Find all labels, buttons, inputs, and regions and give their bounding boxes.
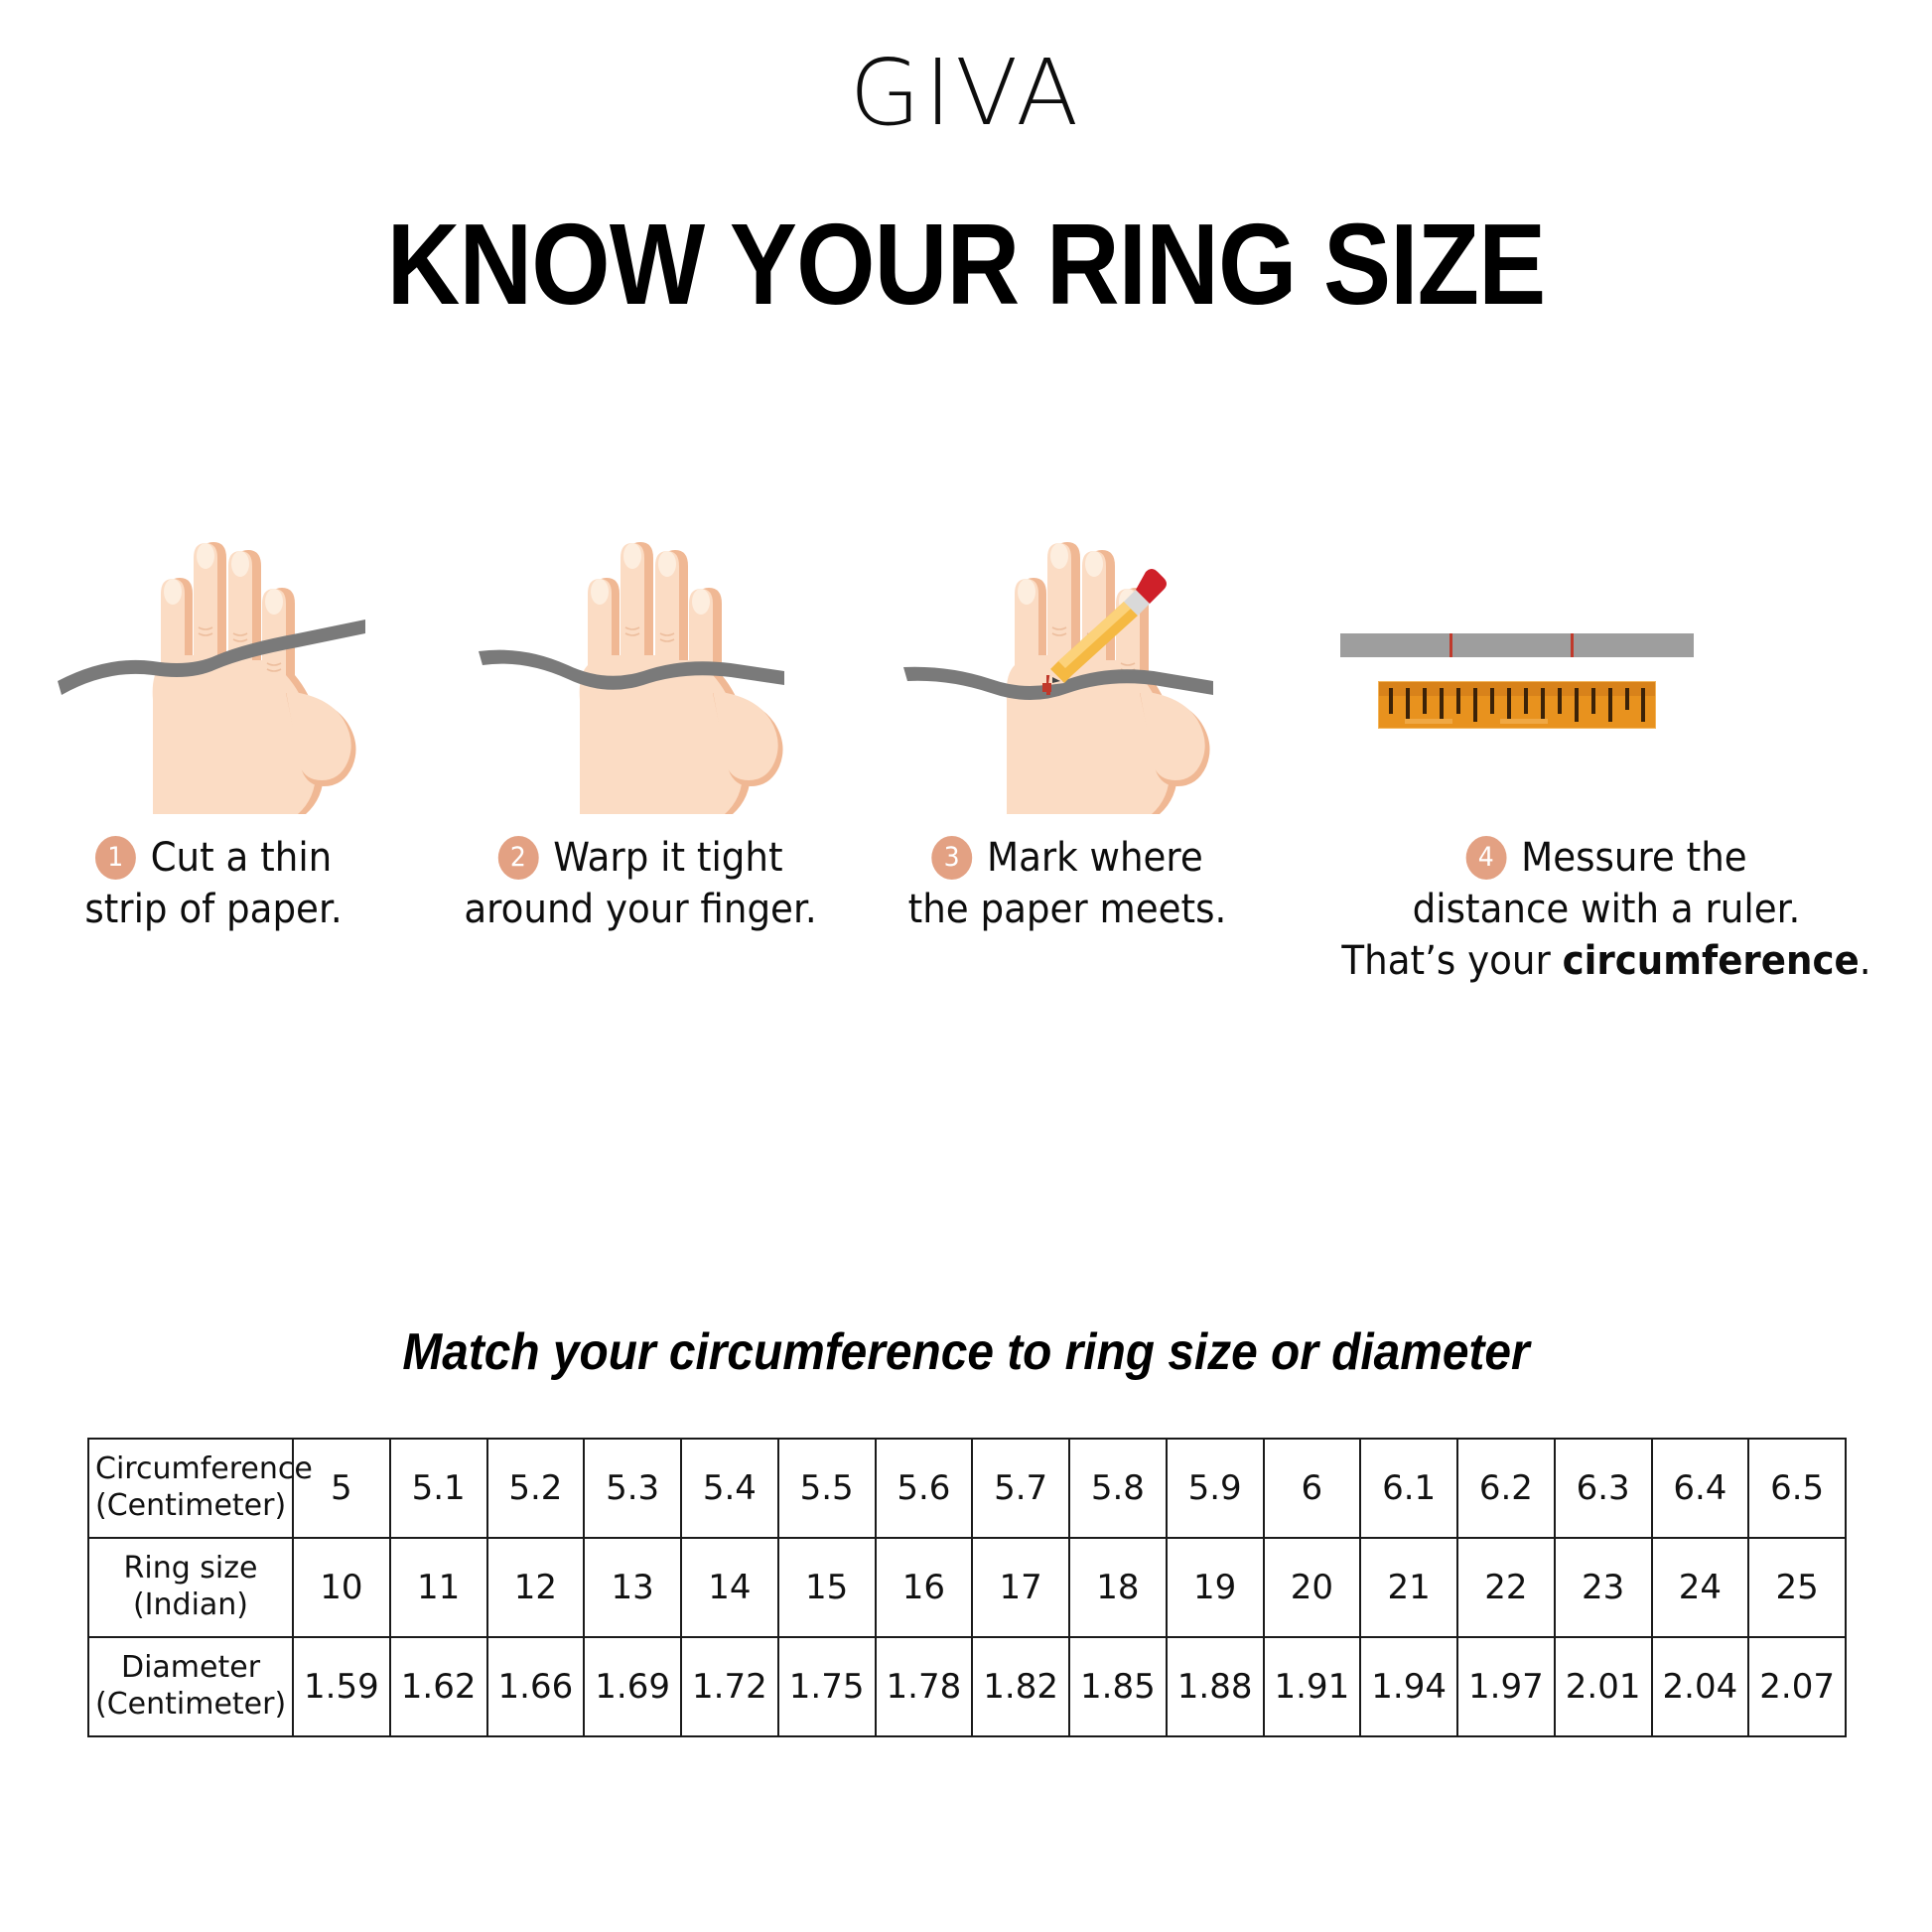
cell-ring-size-7: 17	[971, 1537, 1070, 1638]
ruler-top-band	[1379, 682, 1655, 696]
cell-circumference-1: 5.1	[388, 1438, 488, 1539]
cell-diameter-6: 1.78	[874, 1636, 974, 1737]
cell-diameter-9: 1.88	[1165, 1636, 1265, 1737]
step-1-caption: 1 Cut a thin strip of paper.	[15, 832, 412, 935]
table-row-circumference: Circumference (Centimeter) 5 5.1 5.2 5.3 …	[87, 1438, 1847, 1539]
step-3-line1: Mark where	[986, 835, 1203, 881]
cell-circumference-11: 6.1	[1359, 1438, 1458, 1539]
cell-diameter-11: 1.94	[1359, 1636, 1458, 1737]
step-2-line1: Warp it tight	[553, 835, 783, 881]
step-4-line3-bold: circumference	[1562, 938, 1860, 984]
cell-ring-size-0: 10	[292, 1537, 391, 1638]
step-2: 2 Warp it tight around your finger.	[427, 516, 854, 935]
cell-diameter-3: 1.69	[583, 1636, 682, 1737]
cell-diameter-1: 1.62	[388, 1636, 488, 1737]
step-1: 1 Cut a thin strip of paper.	[0, 516, 427, 935]
step-3-badge: 3	[931, 836, 973, 880]
table-row-diameter: Diameter (Centimeter) 1.59 1.62 1.66 1.69…	[87, 1636, 1847, 1737]
step-1-line1: Cut a thin	[150, 835, 333, 881]
cell-diameter-12: 1.97	[1456, 1636, 1556, 1737]
cell-diameter-10: 1.91	[1262, 1636, 1362, 1737]
cell-ring-size-2: 12	[485, 1537, 586, 1638]
step-3-illustration	[854, 516, 1281, 814]
brand-logo: GIVA	[849, 40, 1083, 146]
cell-diameter-4: 1.72	[680, 1636, 779, 1737]
table-row-ring-size: Ring size (Indian) 10 11 12 13 14 15 16 1…	[87, 1537, 1847, 1638]
cell-ring-size-1: 11	[388, 1537, 488, 1638]
strip-mark-left	[1449, 633, 1452, 657]
ruler-icon	[1378, 681, 1656, 729]
cell-circumference-10: 6	[1262, 1438, 1362, 1539]
row-header-ring-size: Ring size (Indian)	[87, 1537, 294, 1638]
cell-circumference-9: 5.9	[1165, 1438, 1265, 1539]
cell-diameter-0: 1.59	[292, 1636, 391, 1737]
cell-ring-size-3: 13	[583, 1537, 682, 1638]
cell-ring-size-10: 20	[1262, 1537, 1362, 1638]
cell-ring-size-9: 19	[1165, 1537, 1265, 1638]
strip-mark-right	[1571, 633, 1574, 657]
step-1-illustration	[0, 516, 427, 814]
cell-circumference-7: 5.7	[971, 1438, 1070, 1539]
hand-with-pencil-mark-icon	[903, 542, 1213, 814]
cell-diameter-5: 1.75	[776, 1636, 877, 1737]
measured-paper-strip	[1340, 633, 1694, 657]
cell-circumference-8: 5.8	[1068, 1438, 1168, 1539]
step-4-line3-prefix: That’s your	[1341, 938, 1563, 984]
cell-circumference-2: 5.2	[485, 1438, 586, 1539]
step-4-line1: Messure the	[1521, 835, 1747, 881]
steps-row: 1 Cut a thin strip of paper.	[0, 516, 1932, 987]
hand-wrapping-strip-icon	[479, 542, 784, 814]
step-2-line2: around your finger.	[464, 887, 817, 932]
cell-circumference-0: 5	[292, 1438, 391, 1539]
step-4-illustration	[1281, 516, 1932, 814]
table-section-title: Match your circumference to ring size or…	[402, 1323, 1530, 1381]
cell-diameter-14: 2.04	[1650, 1636, 1750, 1737]
step-1-badge: 1	[94, 836, 136, 880]
step-2-caption: 2 Warp it tight around your finger.	[442, 832, 839, 935]
ring-size-table-body: Circumference (Centimeter) 5 5.1 5.2 5.3 …	[87, 1438, 1847, 1737]
cell-ring-size-12: 22	[1456, 1537, 1556, 1638]
step-1-line2: strip of paper.	[84, 887, 343, 932]
cell-ring-size-4: 14	[680, 1537, 779, 1638]
cell-diameter-15: 2.07	[1747, 1636, 1847, 1737]
cell-ring-size-13: 23	[1553, 1537, 1653, 1638]
step-4: 4 Messure the distance with a ruler. That…	[1281, 516, 1932, 987]
row-header-diameter: Diameter (Centimeter)	[87, 1636, 294, 1737]
hand-with-paper-strip-icon	[58, 542, 365, 814]
step-3: 3 Mark where the paper meets.	[854, 516, 1281, 935]
step-4-line2: distance with a ruler.	[1412, 887, 1801, 932]
cell-diameter-2: 1.66	[485, 1636, 586, 1737]
step-2-illustration	[427, 516, 854, 814]
cell-ring-size-15: 25	[1747, 1537, 1847, 1638]
cell-circumference-4: 5.4	[680, 1438, 779, 1539]
step-4-line3-suffix: .	[1859, 938, 1871, 984]
pencil-icon	[1042, 569, 1167, 692]
step-4-badge: 4	[1465, 836, 1507, 880]
page-title: KNOW YOUR RING SIZE	[386, 200, 1547, 329]
cell-diameter-13: 2.01	[1553, 1636, 1653, 1737]
cell-ring-size-14: 24	[1650, 1537, 1750, 1638]
cell-ring-size-8: 18	[1068, 1537, 1168, 1638]
step-4-caption: 4 Messure the distance with a ruler. That…	[1304, 832, 1909, 987]
cell-ring-size-6: 16	[874, 1537, 974, 1638]
cell-ring-size-5: 15	[776, 1537, 877, 1638]
cell-circumference-3: 5.3	[583, 1438, 682, 1539]
cell-circumference-13: 6.3	[1553, 1438, 1653, 1539]
cell-circumference-14: 6.4	[1650, 1438, 1750, 1539]
step-3-caption: 3 Mark where the paper meets.	[869, 832, 1266, 935]
row-header-circumference: Circumference (Centimeter)	[87, 1438, 313, 1539]
cell-circumference-5: 5.5	[776, 1438, 877, 1539]
cell-diameter-7: 1.82	[971, 1636, 1070, 1737]
cell-circumference-6: 5.6	[874, 1438, 974, 1539]
ring-size-table: Circumference (Centimeter) 5 5.1 5.2 5.3 …	[87, 1438, 1847, 1737]
cell-circumference-15: 6.5	[1747, 1438, 1847, 1539]
step-3-line2: the paper meets.	[907, 887, 1227, 932]
step-2-badge: 2	[497, 836, 539, 880]
cell-diameter-8: 1.85	[1068, 1636, 1168, 1737]
cell-ring-size-11: 21	[1359, 1537, 1458, 1638]
cell-circumference-12: 6.2	[1456, 1438, 1556, 1539]
